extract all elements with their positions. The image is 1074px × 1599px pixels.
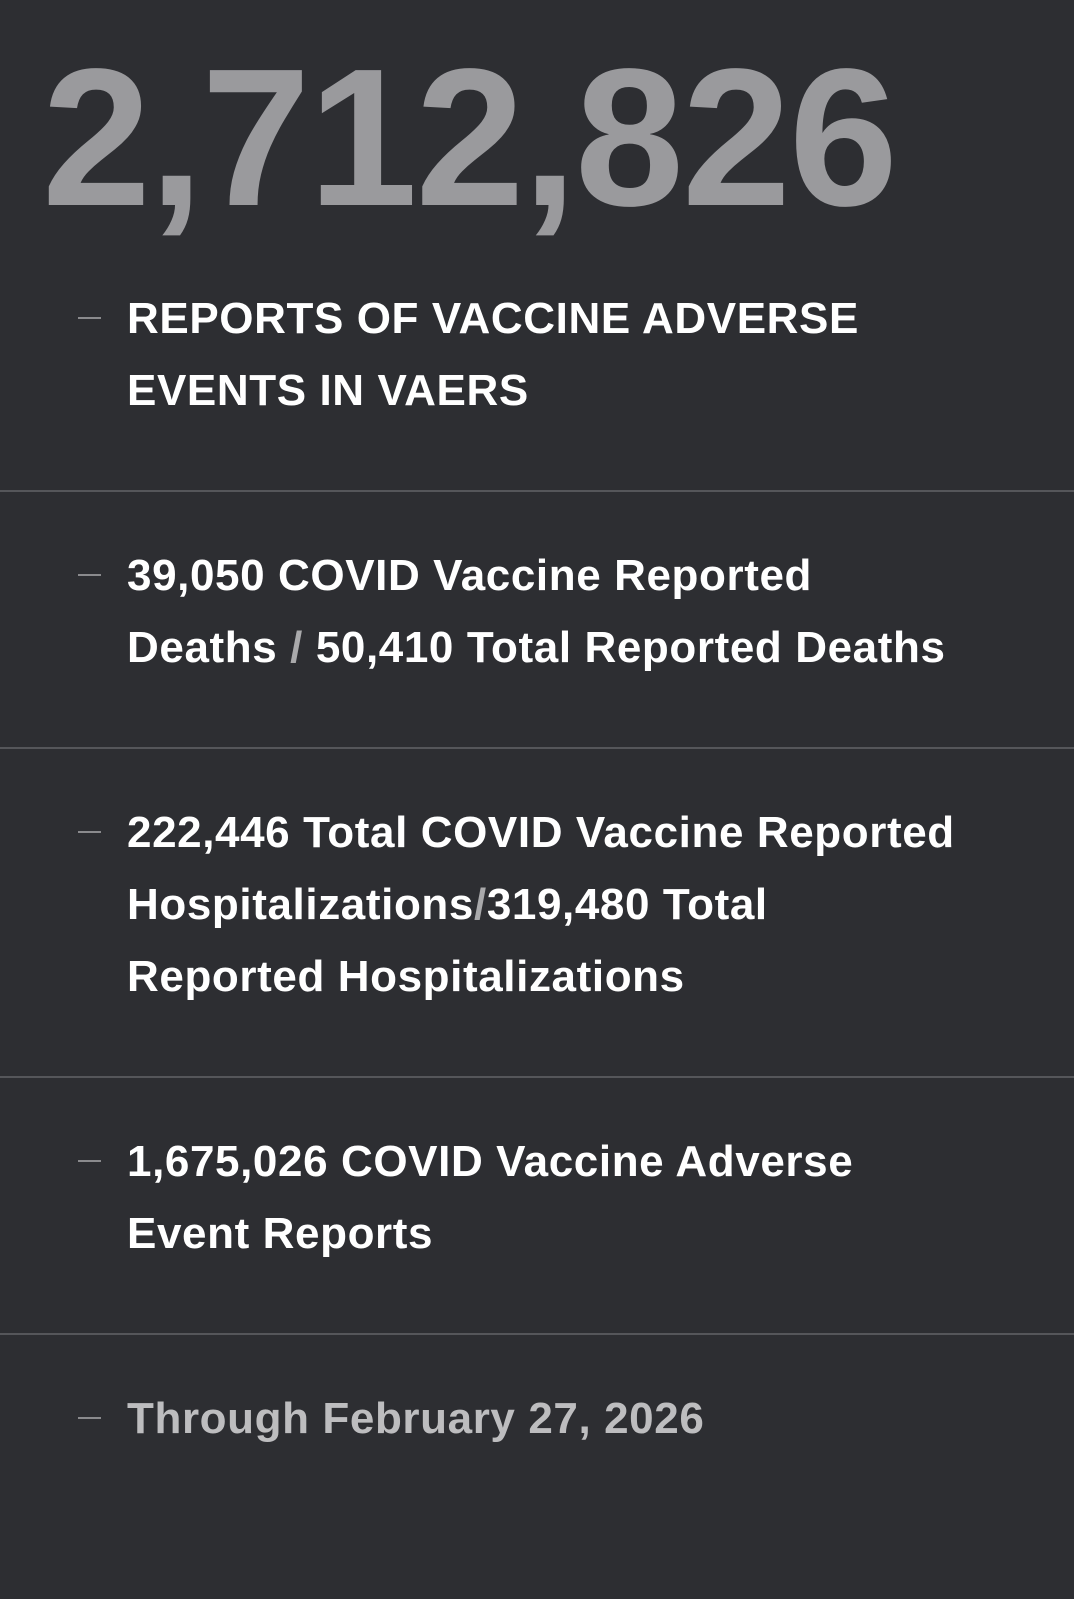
total-hospitalizations: 319,480 Total Reported Hospitalizations <box>127 880 768 1001</box>
stats-list: REPORTS OF VACCINE ADVERSE EVENTS IN VAE… <box>0 283 1074 1455</box>
list-item-hospitalizations: 222,446 Total COVID Vaccine Reported Hos… <box>0 797 1038 1013</box>
covid-hospitalizations: 222,446 Total COVID Vaccine Reported Hos… <box>127 808 955 929</box>
divider <box>0 1333 1074 1335</box>
covid-deaths: 39,050 COVID Vaccine Reported Deaths <box>127 551 813 672</box>
list-item-date: Through February 27, 2026 <box>0 1383 1038 1455</box>
list-item-adverse-reports: 1,675,026 COVID Vaccine Adverse Event Re… <box>0 1126 1038 1270</box>
total-deaths: 50,410 Total Reported Deaths <box>315 623 946 672</box>
item-text: 1,675,026 COVID Vaccine Adverse Event Re… <box>127 1137 854 1258</box>
list-item-deaths: 39,050 COVID Vaccine Reported Deaths / 5… <box>0 540 1038 684</box>
dash-bullet <box>78 1160 101 1162</box>
divider <box>0 490 1074 492</box>
item-text: 222,446 Total COVID Vaccine Reported Hos… <box>127 797 967 1013</box>
dash-bullet <box>78 1417 101 1419</box>
dash-bullet <box>78 831 101 833</box>
dash-bullet <box>78 574 101 576</box>
through-date: Through February 27, 2026 <box>127 1394 705 1443</box>
list-item-vaers-reports: REPORTS OF VACCINE ADVERSE EVENTS IN VAE… <box>0 283 1038 427</box>
separator-slash: / <box>473 880 487 929</box>
separator-slash: / <box>290 623 316 672</box>
headline-count: 2,712,826 <box>42 28 898 247</box>
dash-bullet <box>78 317 101 319</box>
divider <box>0 1076 1074 1078</box>
item-text: REPORTS OF VACCINE ADVERSE EVENTS IN VAE… <box>127 294 859 415</box>
item-text: 39,050 COVID Vaccine Reported Deaths / 5… <box>127 540 967 684</box>
divider <box>0 747 1074 749</box>
